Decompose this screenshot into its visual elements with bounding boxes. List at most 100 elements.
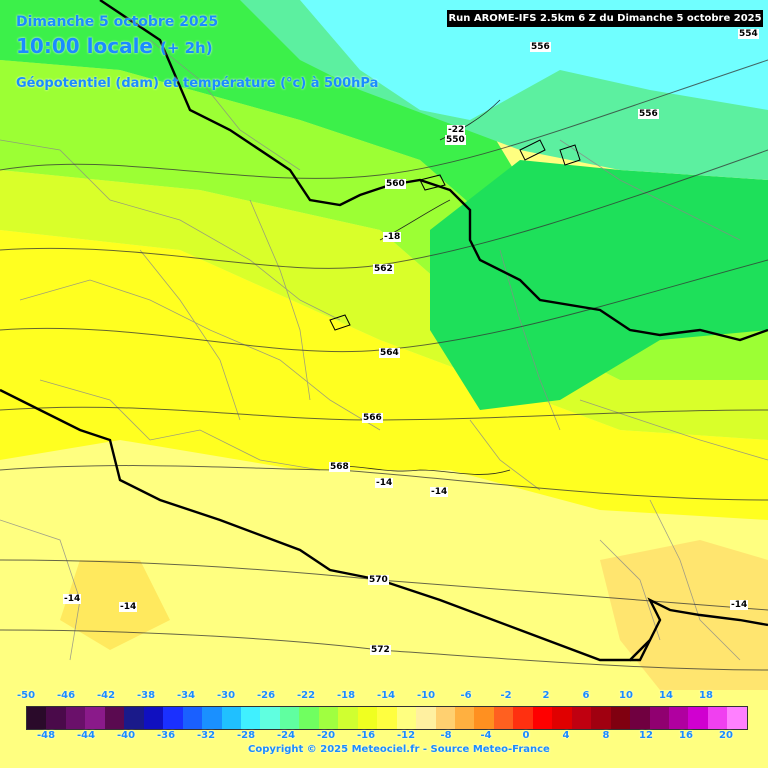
scale-tick-label: -10 xyxy=(416,690,436,701)
scale-swatch xyxy=(357,707,378,729)
scale-swatch xyxy=(513,707,533,729)
country-borders xyxy=(0,0,768,662)
scale-swatch xyxy=(591,707,611,729)
scale-swatch xyxy=(85,707,105,729)
copyright-notice: Copyright © 2025 Meteociel.fr - Source M… xyxy=(248,744,550,755)
scale-tick-label: 0 xyxy=(522,730,530,741)
isoline-label: 550 xyxy=(445,135,466,145)
band-green-deep xyxy=(430,160,768,410)
scale-tick-label: -16 xyxy=(356,730,376,741)
isoline-label: -18 xyxy=(383,232,402,242)
scale-tick-label: 10 xyxy=(619,690,633,701)
scale-swatch xyxy=(202,707,222,729)
scale-tick-label: -34 xyxy=(176,690,196,701)
scale-tick-label: -4 xyxy=(480,730,492,741)
scale-tick-label: -26 xyxy=(256,690,276,701)
isoline-label: -14 xyxy=(375,478,394,488)
scale-tick-label: -32 xyxy=(196,730,216,741)
scale-tick-label: -28 xyxy=(236,730,256,741)
isoline-label: -22 xyxy=(447,125,466,135)
scale-swatch xyxy=(143,707,164,729)
scale-swatch xyxy=(474,707,494,729)
scale-swatch xyxy=(493,707,514,729)
isoline-label: 568 xyxy=(329,462,350,472)
scale-tick-label: -12 xyxy=(396,730,416,741)
scale-tick-label: -38 xyxy=(136,690,156,701)
scale-swatch xyxy=(163,707,183,729)
map-local-time: 10:00 locale (+ 2h) xyxy=(16,34,213,58)
model-run-banner: Run AROME-IFS 2.5km 6 Z du Dimanche 5 oc… xyxy=(447,10,763,27)
scale-swatch xyxy=(46,707,66,729)
scale-swatch xyxy=(416,707,436,729)
scale-swatch xyxy=(221,707,241,729)
scale-tick-label: -14 xyxy=(376,690,396,701)
band-orange-sw xyxy=(60,560,170,650)
scale-tick-label: 16 xyxy=(679,730,693,741)
map-date-title: Dimanche 5 octobre 2025 xyxy=(16,14,219,30)
scale-tick-label: -22 xyxy=(296,690,316,701)
band-yellow xyxy=(0,230,768,520)
scale-swatch xyxy=(707,707,728,729)
scale-tick-label: 20 xyxy=(719,730,733,741)
temperature-color-scale: -50 -46 -42 -38 -34 -30 -26 -22 -18 -14 -10 -6 -2 2 6 1… xyxy=(0,688,768,768)
scale-swatch xyxy=(727,707,747,729)
scale-tick-label: -8 xyxy=(440,730,452,741)
scale-tick-label: -42 xyxy=(96,690,116,701)
scale-swatch xyxy=(532,707,553,729)
scale-swatch xyxy=(630,707,650,729)
scale-swatch xyxy=(279,707,300,729)
scale-swatch xyxy=(668,707,689,729)
scale-swatch xyxy=(377,707,397,729)
region-borders xyxy=(0,39,768,661)
scale-tick-label: -18 xyxy=(336,690,356,701)
isoline-label: 564 xyxy=(379,348,400,358)
scale-tick-label: -44 xyxy=(76,730,96,741)
scale-swatch xyxy=(240,707,261,729)
scale-tick-label: 6 xyxy=(582,690,590,701)
scale-swatch xyxy=(27,707,47,729)
scale-swatch xyxy=(454,707,475,729)
scale-tick-label: -2 xyxy=(500,690,512,701)
scale-swatch xyxy=(396,707,417,729)
scale-tick-label: 8 xyxy=(602,730,610,741)
band-cyan xyxy=(300,0,768,120)
local-time-text: 10:00 locale xyxy=(16,34,153,58)
band-orange-se xyxy=(600,540,768,690)
scale-tick-label: 14 xyxy=(659,690,673,701)
scale-swatch xyxy=(649,707,669,729)
isoline-label: 572 xyxy=(370,645,391,655)
time-offset: (+ 2h) xyxy=(159,39,213,57)
scale-swatch xyxy=(610,707,631,729)
isoline-label: -14 xyxy=(63,594,82,604)
scale-tick-label: 2 xyxy=(542,690,550,701)
scale-swatch xyxy=(104,707,125,729)
scale-swatch xyxy=(318,707,339,729)
scale-tick-label: 18 xyxy=(699,690,713,701)
scale-tick-label: -36 xyxy=(156,730,176,741)
scale-swatch xyxy=(124,707,144,729)
scale-swatch xyxy=(182,707,203,729)
isoline-label: -14 xyxy=(119,602,138,612)
scale-tick-label: -50 xyxy=(16,690,36,701)
scale-tick-label: -48 xyxy=(36,730,56,741)
scale-tick-label: 12 xyxy=(639,730,653,741)
isoline-label: 556 xyxy=(638,109,659,119)
isoline-label: -14 xyxy=(730,600,749,610)
isoline-label: 562 xyxy=(373,264,394,274)
isoline-label: 560 xyxy=(385,179,406,189)
isoline-label: 554 xyxy=(738,29,759,39)
isoline-label: 566 xyxy=(362,413,383,423)
scale-swatch xyxy=(552,707,572,729)
isoline-label: 570 xyxy=(368,575,389,585)
scale-swatch xyxy=(688,707,708,729)
scale-swatches xyxy=(26,706,748,730)
coastline-details xyxy=(329,139,581,331)
scale-swatch xyxy=(299,707,319,729)
isoline-label: -14 xyxy=(430,487,449,497)
scale-tick-label: -30 xyxy=(216,690,236,701)
scale-swatch xyxy=(260,707,280,729)
scale-swatch xyxy=(65,707,86,729)
isoline-label: 556 xyxy=(530,42,551,52)
